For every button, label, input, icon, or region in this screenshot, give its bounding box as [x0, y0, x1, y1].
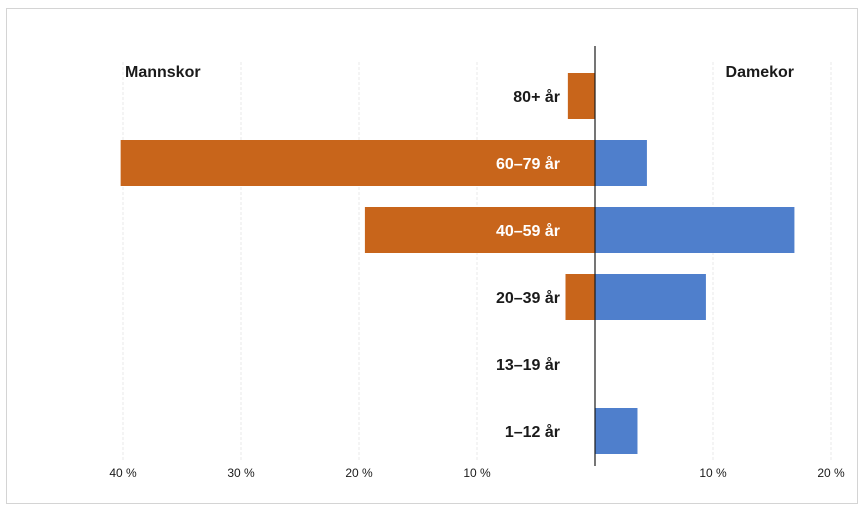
bar-damekor — [595, 207, 795, 253]
bar-mannskor — [567, 73, 595, 119]
category-labels: 80+ år 60–79 år 40–59 år 20–39 år 13–19 år 1–… — [496, 88, 560, 441]
bar-mannskor — [364, 207, 595, 253]
gridlines — [122, 62, 832, 462]
category-label: 1–12 år — [505, 423, 560, 441]
tick-label: 20 % — [345, 466, 373, 480]
tick-labels: 40 % 30 % 20 % 10 % 10 % 20 % — [109, 466, 845, 480]
legend-mannskor: Mannskor — [125, 64, 201, 81]
tick-label: 10 % — [463, 466, 491, 480]
tick-label: 20 % — [817, 466, 845, 480]
category-label: 20–39 år — [496, 289, 560, 307]
category-label: 13–19 år — [496, 356, 560, 374]
bar-damekor — [595, 140, 647, 186]
tick-label: 10 % — [699, 466, 727, 480]
bar-mannskor — [565, 274, 595, 320]
bar-mannskor — [120, 140, 595, 186]
legend-damekor: Damekor — [726, 64, 794, 81]
tick-label: 30 % — [227, 466, 255, 480]
chart-frame — [6, 8, 858, 504]
category-label: 60–79 år — [496, 155, 560, 173]
category-label: 40–59 år — [496, 222, 560, 240]
bar-damekor — [595, 274, 706, 320]
bars — [120, 73, 795, 454]
tick-label: 40 % — [109, 466, 137, 480]
category-label: 80+ år — [513, 88, 560, 106]
bar-damekor — [595, 408, 638, 454]
